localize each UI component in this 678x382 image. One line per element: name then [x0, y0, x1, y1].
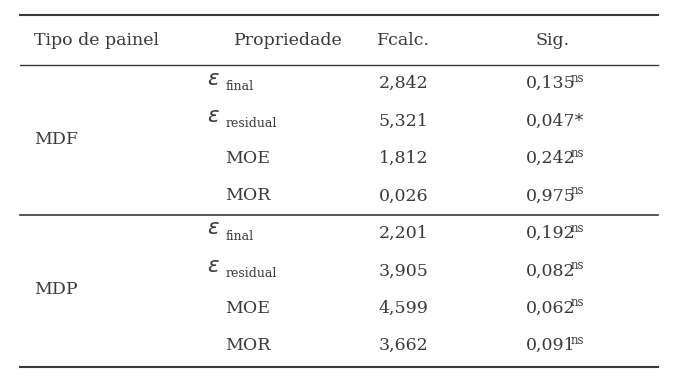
Text: 2,201: 2,201 [378, 225, 428, 242]
Text: 0,047*: 0,047* [525, 113, 584, 129]
Text: final: final [225, 80, 253, 93]
Text: 0,091: 0,091 [525, 337, 575, 354]
Text: 0,975: 0,975 [525, 188, 576, 204]
Text: residual: residual [225, 267, 277, 280]
Text: MOE: MOE [225, 150, 270, 167]
Text: 1,812: 1,812 [378, 150, 428, 167]
Text: ns: ns [571, 184, 584, 197]
Text: 4,599: 4,599 [378, 300, 428, 317]
Text: 0,135: 0,135 [525, 75, 575, 92]
Text: Propriedade: Propriedade [234, 32, 342, 49]
Text: ns: ns [571, 147, 584, 160]
Text: 0,082: 0,082 [525, 262, 575, 279]
Text: $\varepsilon$: $\varepsilon$ [207, 217, 220, 240]
Text: 0,242: 0,242 [525, 150, 575, 167]
Text: 5,321: 5,321 [378, 113, 428, 129]
Text: 2,842: 2,842 [378, 75, 428, 92]
Text: $\varepsilon$: $\varepsilon$ [207, 255, 220, 277]
Text: 0,062: 0,062 [525, 300, 575, 317]
Text: ns: ns [571, 334, 584, 347]
Text: Sig.: Sig. [536, 32, 570, 49]
Text: 0,026: 0,026 [378, 188, 428, 204]
Text: 3,662: 3,662 [378, 337, 428, 354]
Text: MOR: MOR [224, 337, 271, 354]
Text: ns: ns [571, 72, 584, 85]
Text: 0,192: 0,192 [525, 225, 575, 242]
Text: ns: ns [571, 296, 584, 309]
Text: Tipo de painel: Tipo de painel [34, 32, 159, 49]
Text: Fcalc.: Fcalc. [377, 32, 430, 49]
Text: 3,905: 3,905 [378, 262, 428, 279]
Text: ns: ns [571, 222, 584, 235]
Text: residual: residual [225, 117, 277, 130]
Text: MDF: MDF [34, 131, 78, 148]
Text: MDP: MDP [34, 281, 77, 298]
Text: MOE: MOE [225, 300, 270, 317]
Text: $\varepsilon$: $\varepsilon$ [207, 68, 220, 90]
Text: $\varepsilon$: $\varepsilon$ [207, 105, 220, 127]
Text: MOR: MOR [224, 188, 271, 204]
Text: final: final [225, 230, 253, 243]
Text: ns: ns [571, 259, 584, 272]
